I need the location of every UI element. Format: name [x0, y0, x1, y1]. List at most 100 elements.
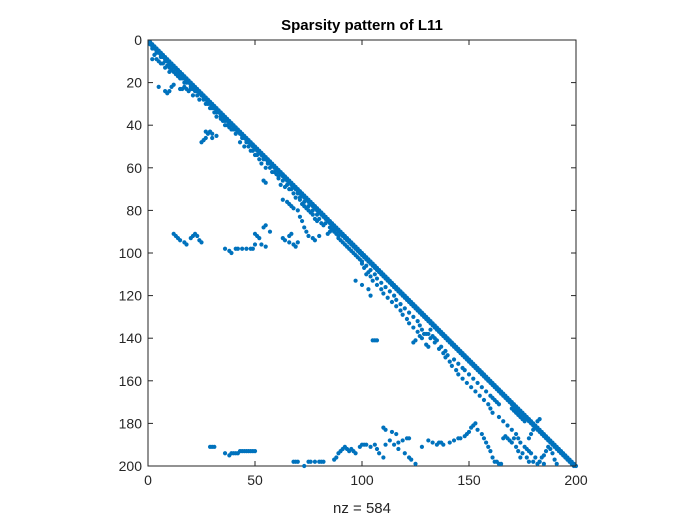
nonzero-marker	[475, 380, 480, 386]
nonzero-marker	[197, 97, 202, 102]
nonzero-marker	[398, 308, 403, 313]
nonzero-marker	[222, 246, 228, 251]
x-tick-label: 150	[457, 472, 481, 488]
nonzero-marker	[173, 71, 178, 77]
nonzero-marker	[280, 178, 285, 183]
nonzero-marker	[447, 440, 452, 445]
nonzero-marker	[439, 344, 444, 349]
nonzero-marker	[377, 451, 382, 456]
nonzero-marker	[184, 242, 189, 247]
nonzero-marker	[152, 52, 157, 58]
nonzero-marker	[374, 338, 380, 343]
nonzero-marker	[184, 80, 189, 85]
nonzero-marker	[387, 289, 392, 294]
nonzero-marker	[488, 448, 493, 454]
nonzero-marker	[338, 238, 343, 243]
nonzero-marker	[180, 86, 185, 92]
nonzero-marker	[541, 453, 547, 458]
chart-title: Sparsity pattern of L11	[281, 17, 443, 34]
nonzero-marker	[205, 101, 211, 106]
nonzero-marker	[306, 233, 311, 239]
nonzero-marker	[308, 459, 313, 464]
nonzero-marker	[475, 427, 480, 432]
nonzero-marker	[257, 157, 262, 162]
nonzero-marker	[302, 463, 307, 469]
nonzero-marker	[518, 440, 523, 445]
nonzero-marker	[400, 312, 405, 317]
nonzero-marker	[368, 444, 373, 449]
nonzero-marker	[199, 140, 204, 145]
nonzero-marker	[526, 436, 532, 441]
nonzero-marker	[154, 57, 159, 62]
nonzero-marker	[374, 282, 380, 288]
nonzero-marker	[415, 329, 420, 334]
nonzero-marker	[255, 152, 260, 158]
y-tick-label: 40	[126, 117, 142, 133]
y-tick-label: 60	[126, 160, 142, 176]
nonzero-marker	[289, 187, 294, 192]
nonzero-marker	[501, 419, 506, 424]
nonzero-marker	[310, 208, 315, 213]
nonzero-marker	[533, 425, 538, 430]
nonzero-marker	[317, 216, 322, 222]
nonzero-marker	[353, 451, 358, 456]
nonzero-marker	[490, 455, 495, 460]
x-tick-label: 100	[350, 472, 374, 488]
nonzero-marker	[201, 97, 206, 102]
nonzero-marker	[304, 229, 309, 234]
nonzero-marker	[225, 123, 230, 128]
nonzero-marker	[364, 272, 369, 277]
nonzero-marker	[214, 110, 219, 115]
nonzero-marker	[364, 263, 369, 268]
nonzero-marker	[150, 46, 155, 51]
nonzero-marker	[509, 427, 514, 432]
nonzero-marker	[222, 451, 228, 456]
nonzero-marker	[353, 278, 358, 283]
nonzero-marker	[218, 114, 223, 119]
nonzero-marker	[263, 165, 268, 170]
nonzero-marker	[282, 238, 288, 243]
nonzero-marker	[392, 293, 397, 298]
nonzero-marker	[237, 140, 243, 145]
nonzero-marker	[406, 310, 412, 315]
y-tick-label: 120	[119, 288, 143, 304]
nonzero-marker	[428, 327, 433, 332]
nonzero-marker	[297, 214, 303, 219]
nonzero-marker	[295, 191, 300, 196]
x-tick-label: 200	[564, 472, 588, 488]
nonzero-marker	[443, 348, 448, 354]
nonzero-marker	[518, 455, 523, 460]
nonzero-marker	[250, 246, 255, 251]
nonzero-marker	[421, 331, 427, 337]
nonzero-marker	[272, 169, 277, 175]
nonzero-marker	[379, 287, 384, 292]
nonzero-marker	[167, 63, 172, 68]
nonzero-marker	[490, 410, 495, 415]
nonzero-marker	[332, 229, 337, 234]
nonzero-marker	[188, 84, 193, 89]
nonzero-marker	[229, 250, 234, 256]
nonzero-marker	[235, 451, 240, 456]
nonzero-marker	[368, 274, 373, 279]
nonzero-marker	[406, 436, 412, 441]
nonzero-marker	[460, 376, 465, 381]
nonzero-marker	[263, 180, 268, 185]
nonzero-marker	[210, 135, 215, 141]
nonzero-marker	[190, 93, 196, 98]
y-tick-label: 80	[126, 202, 142, 218]
nonzero-marker	[496, 414, 502, 420]
nonzero-marker	[351, 250, 356, 256]
nonzero-marker	[404, 316, 410, 322]
nonzero-marker	[291, 206, 296, 211]
nonzero-marker	[374, 276, 380, 281]
nonzero-marker	[263, 244, 268, 249]
nonzero-marker	[252, 448, 258, 454]
nonzero-marker	[385, 295, 390, 300]
nonzero-marker	[554, 461, 559, 466]
nonzero-marker	[259, 242, 264, 247]
y-tick-label: 100	[119, 245, 143, 261]
nonzero-marker	[486, 402, 491, 407]
nonzero-marker	[342, 242, 347, 247]
